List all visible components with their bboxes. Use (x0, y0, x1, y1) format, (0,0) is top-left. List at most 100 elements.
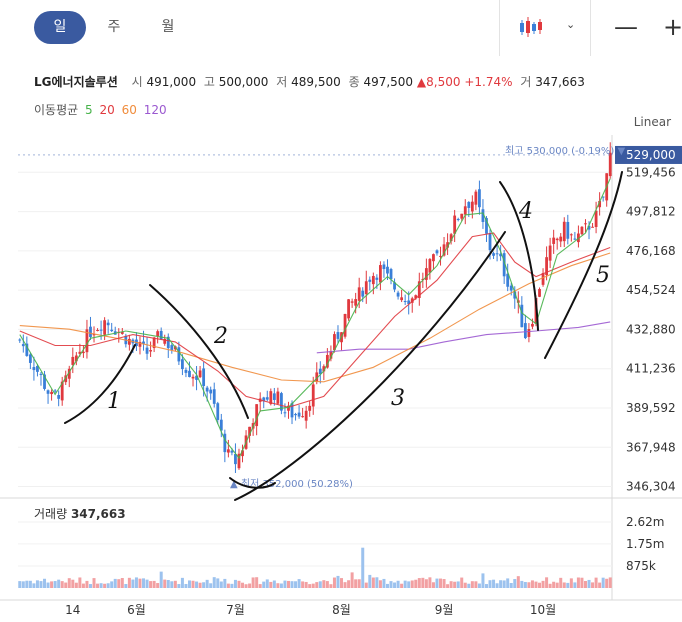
volume-bar (569, 578, 573, 588)
volume-bar (230, 583, 234, 588)
volume-bar (534, 581, 538, 588)
candle-body (269, 391, 273, 405)
candle-body (548, 245, 552, 261)
volume-bar (99, 583, 103, 588)
volume-bar (580, 577, 584, 588)
volume-bar (92, 578, 96, 588)
volume-bar (548, 583, 552, 588)
candle-body (138, 341, 142, 347)
volume-bar (315, 582, 319, 588)
ma60-line (19, 252, 611, 383)
candle-body (106, 322, 110, 326)
volume-bar (453, 581, 457, 588)
change-percent: +1.74% (464, 75, 513, 89)
volume-tick-label: 875k (626, 559, 656, 573)
candle-body (538, 289, 541, 297)
ma-legend-5[interactable]: 5 (85, 103, 93, 117)
candle-body (375, 277, 379, 280)
zoom-in-button[interactable]: + (662, 13, 682, 41)
volume-panel-label: 거래량 347,663 (34, 505, 126, 522)
volume-bar (555, 582, 559, 588)
candle-body (188, 370, 191, 378)
volume-bar (124, 584, 128, 588)
candle-body (64, 375, 68, 383)
volume-bar (336, 575, 340, 588)
annotation-stroke (234, 231, 506, 501)
candle-body (474, 191, 478, 205)
volume-bar (347, 580, 351, 588)
candle-body (336, 332, 340, 339)
volume-bar (389, 581, 393, 588)
scale-mode-button[interactable]: Linear (633, 115, 671, 129)
tab-weekly[interactable]: 주 (107, 19, 121, 35)
volume-bar (509, 583, 513, 588)
candle-body (322, 366, 326, 372)
candle-body (32, 367, 36, 371)
candlestick-icon (520, 17, 542, 37)
chart-type-button[interactable]: ⌄ (500, 0, 590, 56)
y-tick-label: 476,168 (626, 244, 676, 258)
candle-body (226, 449, 230, 453)
volume-bar (318, 581, 322, 588)
volume-bar (325, 581, 329, 588)
candle-body (152, 337, 156, 349)
ma-legend-20[interactable]: 20 (99, 103, 115, 117)
candle-body (237, 453, 241, 469)
candle-body (389, 269, 393, 280)
ma-legend-120[interactable]: 120 (143, 103, 167, 117)
candle-body (467, 202, 471, 208)
volume-bar (35, 580, 39, 588)
volume-bar (368, 574, 372, 588)
volume-bar (46, 582, 50, 588)
volume-bar (598, 582, 602, 588)
candle-body (488, 233, 492, 251)
candle-body (163, 338, 167, 344)
volume-bar (520, 580, 524, 588)
ma-legend-60[interactable]: 60 (121, 103, 137, 117)
volume-bar (184, 583, 188, 588)
volume-bar (255, 577, 259, 588)
zoom-out-button[interactable]: — (614, 13, 638, 41)
volume-bar (138, 578, 142, 588)
candle-body (428, 259, 432, 273)
volume-bar (117, 579, 121, 588)
candle-body (71, 356, 75, 365)
candle-body (308, 405, 312, 411)
annotation-stroke (149, 284, 249, 419)
candle-body (343, 313, 347, 337)
candle-body (456, 218, 460, 220)
volume-bar (241, 582, 245, 588)
volume-bar (477, 583, 481, 588)
annotation-number: 1 (107, 389, 121, 414)
candle-body (89, 326, 92, 338)
candle-body (50, 391, 53, 395)
annotation-number: 3 (391, 386, 405, 411)
candle-body (290, 403, 294, 418)
volume-bar (470, 581, 474, 588)
volume-bar (378, 580, 382, 588)
candle-body (280, 393, 283, 411)
volume-bar (28, 580, 32, 588)
volume-bar (431, 582, 435, 588)
volume-bar (566, 582, 570, 588)
volume-bar (32, 583, 36, 588)
volume-bar (233, 579, 237, 588)
volume-bar (43, 578, 47, 588)
candle-body (432, 254, 435, 262)
volume-bar (516, 576, 520, 588)
candle-body (301, 416, 305, 418)
current-price-tag (615, 145, 682, 164)
candle-body (92, 333, 96, 336)
y-tick-label: 367,948 (626, 440, 676, 454)
volume-bar (587, 579, 591, 588)
volume-bar (343, 582, 347, 588)
volume-bar (332, 577, 336, 588)
volume-bar (149, 581, 153, 588)
volume-bar (286, 580, 290, 588)
y-tick-label: 432,880 (626, 322, 676, 336)
tab-daily[interactable]: 일 (34, 11, 86, 44)
tab-monthly[interactable]: 월 (161, 19, 175, 35)
candle-body (559, 236, 563, 242)
candle-body (74, 355, 78, 362)
